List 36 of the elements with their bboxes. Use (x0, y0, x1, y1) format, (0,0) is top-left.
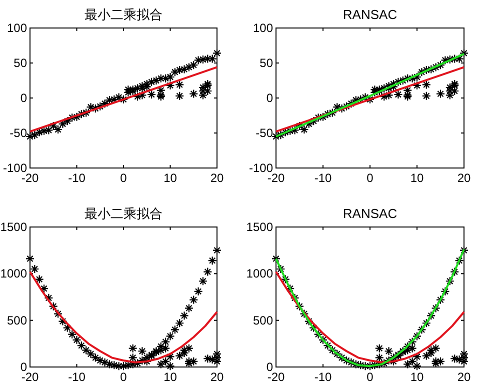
chart-title: RANSAC (342, 7, 398, 22)
x-tick-label: -10 (314, 171, 332, 185)
x-tick-label: 20 (457, 171, 471, 185)
line-series (275, 270, 465, 364)
chart-title: 最小二乘拟合 (84, 7, 162, 22)
y-tick-label: -50 (256, 126, 274, 140)
x-tick-label: 0 (366, 171, 374, 185)
chart-title: RANSAC (342, 206, 398, 221)
y-tick-label: 50 (14, 56, 28, 70)
x-tick-label: 0 (120, 171, 128, 185)
y-tick-label: 0 (20, 91, 28, 105)
x-tick-label: -10 (68, 171, 86, 185)
x-tick-label: 20 (210, 171, 224, 185)
y-tick-label: 1000 (0, 266, 28, 281)
y-tick-label: 1500 (0, 220, 28, 234)
y-tick-label: 1500 (246, 220, 274, 234)
x-tick-label: 10 (164, 370, 178, 384)
y-tick-label: 500 (6, 313, 28, 328)
x-tick-label: -10 (314, 370, 332, 384)
chart-title: 最小二乘拟合 (84, 206, 162, 221)
y-tick-label: 50 (260, 56, 274, 70)
x-tick-label: 20 (457, 370, 471, 384)
x-tick-label: 10 (410, 370, 424, 384)
x-tick-label: 20 (210, 370, 224, 384)
y-tick-label: 500 (252, 313, 274, 328)
y-tick-label: 1000 (246, 266, 274, 281)
x-tick-label: -10 (68, 370, 86, 384)
line-series (29, 270, 218, 364)
x-tick-label: 10 (164, 171, 178, 185)
y-tick-label: 0 (266, 91, 274, 105)
y-tick-label: 100 (6, 21, 28, 35)
x-tick-label: 10 (410, 171, 424, 185)
y-tick-label: -50 (10, 126, 28, 140)
x-tick-label: 0 (366, 370, 374, 384)
y-tick-label: 100 (252, 21, 274, 35)
x-tick-label: 0 (120, 370, 128, 384)
